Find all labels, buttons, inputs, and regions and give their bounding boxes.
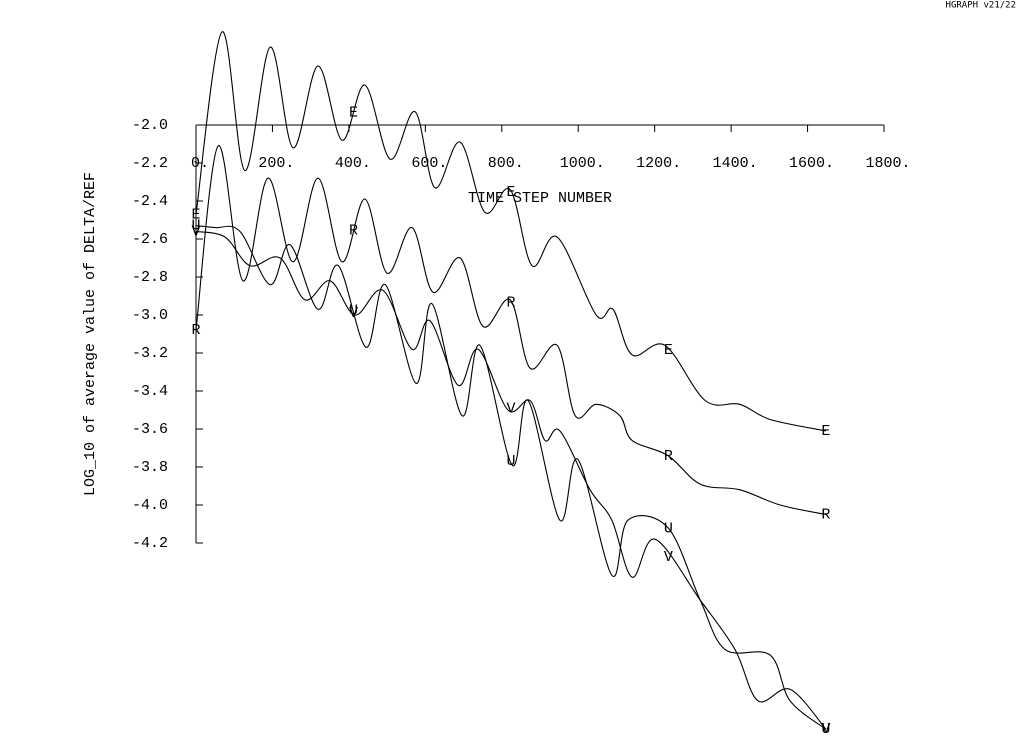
curve-symbol: V <box>821 721 830 738</box>
curve-symbol: U <box>664 521 673 538</box>
program-tag: HGRAPH v21/22 <box>946 1 1016 11</box>
curve-symbol: V <box>506 401 515 418</box>
curve-symbol: R <box>821 506 830 523</box>
curve-symbol: U <box>191 218 200 235</box>
y-axis-label: LOG_10 of average value of DELTA/REF <box>82 172 99 496</box>
y-tick-label: -2.6 <box>132 231 168 248</box>
curve-symbol: U <box>506 453 515 470</box>
curve-symbol: R <box>664 448 673 465</box>
y-tick-label: -3.2 <box>132 345 168 362</box>
curve-symbol: V <box>191 223 200 240</box>
x-axis-label: TIME STEP NUMBER <box>468 190 612 207</box>
x-tick-label: 1200. <box>636 155 681 172</box>
curve-symbol: R <box>349 222 358 239</box>
curve-symbol: R <box>506 294 515 311</box>
curve-symbol: E <box>349 105 358 122</box>
x-tick-label: 1800. <box>865 155 910 172</box>
series-line <box>195 145 827 516</box>
y-tick-label: -2.2 <box>132 155 168 172</box>
x-tick-label: 1400. <box>713 155 758 172</box>
y-tick-label: -4.0 <box>132 497 168 514</box>
y-tick-label: -3.8 <box>132 459 168 476</box>
y-tick-label: -2.0 <box>132 117 168 134</box>
y-tick-label: -3.0 <box>132 307 168 324</box>
curve-symbol: E <box>191 206 200 223</box>
curve-symbol: E <box>506 184 515 201</box>
y-tick-label: -2.8 <box>132 269 168 286</box>
x-tick-label: 1000. <box>560 155 605 172</box>
y-tick-label: -3.4 <box>132 383 168 400</box>
x-tick-label: 1600. <box>789 155 834 172</box>
x-tick-label: 400. <box>335 155 371 172</box>
curve-symbol: E <box>664 342 673 359</box>
y-tick-label: -3.6 <box>132 421 168 438</box>
curve-symbol: U <box>821 721 830 738</box>
curve-symbol: V <box>349 305 358 322</box>
y-tick-label: -2.4 <box>132 193 168 210</box>
series-line <box>195 31 827 432</box>
series-line <box>195 225 827 730</box>
curve-symbol: V <box>664 549 673 566</box>
curve-symbol: R <box>191 322 200 339</box>
curve-symbol: U <box>349 302 358 319</box>
x-tick-label: 200. <box>258 155 294 172</box>
curve-symbol: E <box>821 423 830 440</box>
series-line <box>195 230 827 730</box>
y-tick-label: -4.2 <box>132 535 168 552</box>
x-tick-label: 800. <box>488 155 524 172</box>
x-tick-label: 600. <box>411 155 447 172</box>
